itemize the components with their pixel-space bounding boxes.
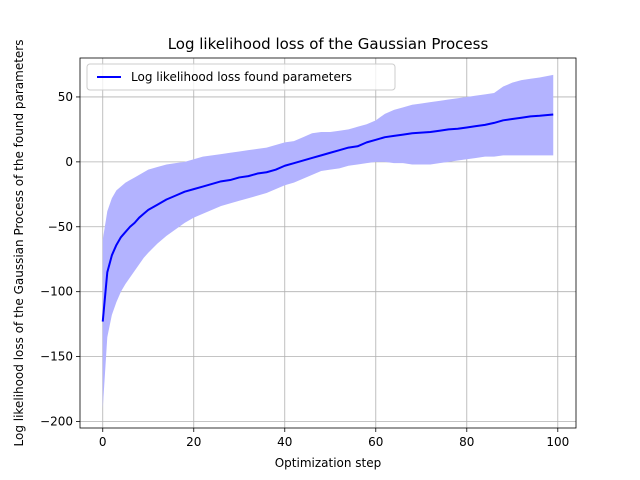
legend-box	[86, 63, 396, 91]
y-tick-label: −100	[40, 285, 73, 299]
chart-title: Log likelihood loss of the Gaussian Proc…	[168, 35, 489, 53]
confidence-band	[102, 74, 554, 409]
ticks: 0 20 40 60 80 100 −200 −150 −100 −50 0 50	[40, 90, 569, 449]
series-line	[101, 113, 554, 322]
x-tick-label: 40	[277, 435, 292, 449]
x-tick-label: 20	[186, 435, 201, 449]
x-tick-label: 80	[459, 435, 474, 449]
plot-area	[101, 74, 554, 409]
y-tick-label: −150	[40, 350, 73, 364]
x-tick-label: 100	[546, 435, 569, 449]
x-tick-label: 0	[99, 435, 107, 449]
y-tick-label: −200	[40, 415, 73, 429]
grid	[80, 58, 576, 428]
legend-label: Log likelihood loss found parameters	[131, 70, 352, 84]
axes-frame	[79, 57, 577, 429]
y-tick-label: −50	[48, 220, 73, 234]
x-axis-label: Optimization step	[275, 456, 382, 470]
y-tick-label: 0	[65, 155, 73, 169]
legend: Log likelihood loss found parameters	[86, 63, 396, 91]
y-axis-label: Log likelihood loss of the Gaussian Proc…	[12, 40, 26, 447]
x-tick-label: 60	[368, 435, 383, 449]
y-tick-label: 50	[58, 90, 73, 104]
